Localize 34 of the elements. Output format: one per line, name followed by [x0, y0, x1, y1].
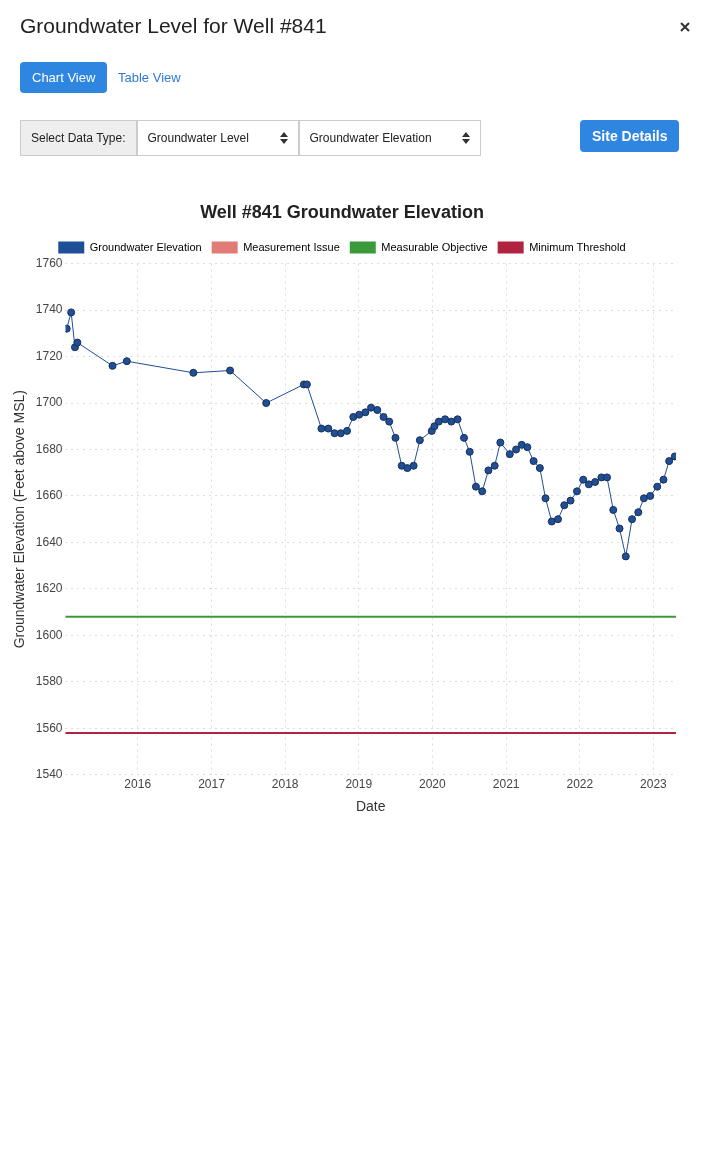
legend-label: Minimum Threshold — [529, 240, 626, 253]
y-tick-label: 1540 — [35, 767, 63, 782]
y-tick-label: 1660 — [35, 488, 63, 503]
x-tick-label: 2020 — [419, 777, 447, 792]
y-tick-label: 1740 — [35, 302, 63, 317]
x-tick-label: 2017 — [198, 777, 226, 792]
x-tick-label: 2022 — [566, 777, 594, 792]
x-tick-label: 2016 — [124, 777, 152, 792]
y-tick-label: 1760 — [35, 255, 63, 270]
y-tick-label: 1600 — [35, 627, 63, 642]
y-tick-label: 1680 — [35, 441, 63, 456]
text: Groundwater Elevation — [309, 131, 432, 145]
text: Groundwater Level — [147, 131, 249, 145]
text: Site Details — [580, 120, 680, 152]
x-tick-label: 2019 — [345, 777, 373, 792]
y-tick-label: 1560 — [35, 720, 63, 735]
x-axis-title: Date — [355, 798, 386, 815]
legend-label: Measurement Issue — [243, 240, 340, 253]
chart-title: Well #841 Groundwater Elevation — [200, 201, 484, 222]
x-tick-label: 2021 — [492, 777, 520, 792]
y-tick-label: 1620 — [35, 581, 63, 596]
y-tick-label: 1720 — [35, 348, 63, 363]
text: Chart View — [20, 62, 108, 93]
y-axis-title: Groundwater Elevation (Feet above MSL) — [11, 390, 28, 649]
text: Groundwater Level for Well #841 — [20, 14, 327, 38]
legend-label: Groundwater Elevation — [89, 240, 202, 253]
x-tick-label: 2018 — [271, 777, 299, 792]
x-tick-label: 2023 — [640, 777, 668, 792]
text: Select Data Type: — [20, 120, 137, 156]
y-tick-label: 1640 — [35, 534, 63, 549]
text: Table View — [118, 70, 181, 85]
legend-label: Measurable Objective — [381, 240, 488, 253]
y-tick-label: 1580 — [35, 674, 63, 689]
y-tick-label: 1700 — [35, 395, 63, 410]
